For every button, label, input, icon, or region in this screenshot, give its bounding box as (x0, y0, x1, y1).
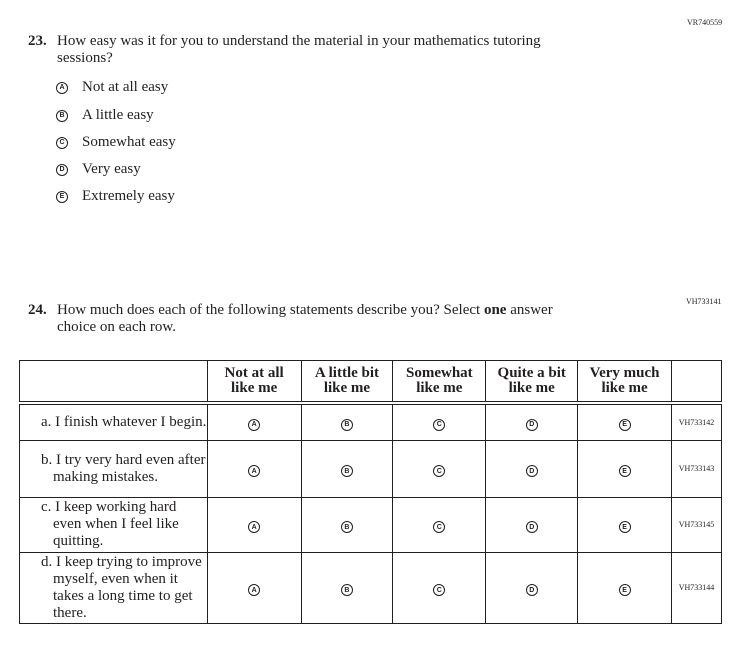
column-header: Somewhat like me (392, 360, 487, 405)
table-row: b. I try very hard even after making mis… (19, 439, 723, 498)
question-text-cont: choice on each row. (57, 319, 176, 335)
bubble-icon[interactable]: B (340, 584, 353, 596)
likert-grid: Not at all like me A little bit like me Some… (19, 360, 723, 624)
item-id: VH733141 (686, 297, 722, 306)
question-text-cont: sessions? (57, 50, 113, 66)
answer-cell[interactable]: C (392, 402, 487, 441)
bubble-icon[interactable]: B (340, 418, 353, 431)
bubble-icon[interactable]: C (433, 418, 446, 431)
answer-cell[interactable]: A (206, 439, 302, 498)
answer-cell[interactable]: A (206, 402, 302, 441)
item-id: VR740559 (687, 18, 723, 27)
table-row: d. I keep trying to improve myself, even… (19, 551, 723, 624)
header-line: Very much (589, 365, 660, 381)
bubble-icon[interactable]: E (618, 584, 631, 596)
statement-label: a. I finish whatever I begin. (19, 402, 208, 441)
bubble-icon[interactable]: E (618, 521, 631, 533)
question-text: How easy was it for you to understand th… (57, 33, 541, 49)
header-line: Quite a bit (497, 365, 566, 381)
answer-cell[interactable]: B (300, 402, 394, 441)
header-line: Not at all (224, 365, 284, 381)
bubble-icon[interactable]: A (248, 521, 261, 533)
answer-option[interactable]: A Not at all easy (56, 79, 168, 96)
answer-option[interactable]: D Very easy (56, 161, 141, 178)
header-line: like me (416, 380, 463, 396)
bubble-icon[interactable]: B (340, 465, 353, 477)
statement-label: d. I keep trying to improve myself, even… (19, 551, 208, 624)
header-line: like me (323, 380, 371, 396)
header-blank (670, 360, 723, 405)
answer-cell[interactable]: B (300, 496, 394, 553)
answer-cell[interactable]: B (300, 551, 394, 624)
header-line: like me (508, 380, 555, 396)
answer-cell[interactable]: E (577, 402, 672, 441)
statement-label: b. I try very hard even after making mis… (19, 439, 208, 498)
answer-cell[interactable]: C (392, 496, 487, 553)
answer-cell[interactable]: E (577, 496, 672, 553)
answer-cell[interactable]: E (577, 439, 672, 498)
column-header: Very much like me (577, 360, 672, 405)
item-id: VH733143 (670, 439, 723, 498)
answer-cell[interactable]: D (485, 439, 579, 498)
bubble-icon[interactable]: B (56, 109, 68, 122)
question-number: 23. (28, 33, 47, 49)
answer-cell[interactable]: C (392, 439, 487, 498)
answer-cell[interactable]: C (392, 551, 487, 624)
bubble-icon[interactable]: A (56, 81, 68, 94)
bubble-icon[interactable]: C (433, 584, 446, 596)
column-header: A little bit like me (300, 360, 394, 405)
bubble-icon[interactable]: D (525, 418, 538, 431)
option-label: Somewhat easy (82, 134, 176, 150)
bubble-icon[interactable]: C (56, 136, 68, 149)
item-id: VH733144 (670, 551, 723, 624)
option-label: A little easy (82, 107, 154, 123)
bubble-icon[interactable]: B (340, 521, 353, 533)
item-id: VH733145 (670, 496, 723, 553)
bubble-icon[interactable]: D (525, 584, 538, 596)
bubble-icon[interactable]: E (56, 190, 68, 203)
table-row: a. I finish whatever I begin. A B C D E VH7331… (19, 402, 723, 441)
answer-cell[interactable]: D (485, 496, 579, 553)
question-text: How much does each of the following stat… (57, 302, 484, 318)
bubble-icon[interactable]: C (433, 521, 446, 533)
question-23: 23. How easy was it for you to understand… (28, 33, 541, 67)
emphasis: one (483, 302, 507, 318)
bubble-icon[interactable]: A (248, 418, 261, 431)
option-label: Very easy (82, 161, 141, 177)
bubble-icon[interactable]: D (525, 521, 538, 533)
statement-label: c. I keep working hard even when I feel … (19, 496, 208, 553)
answer-cell[interactable]: E (577, 551, 672, 624)
bubble-icon[interactable]: D (525, 465, 538, 477)
bubble-icon[interactable]: D (56, 163, 68, 176)
answer-cell[interactable]: D (485, 402, 579, 441)
option-label: Not at all easy (82, 79, 169, 95)
answer-cell[interactable]: D (485, 551, 579, 624)
bubble-icon[interactable]: E (618, 465, 631, 477)
item-id: VH733142 (670, 402, 723, 441)
option-label: Extremely easy (82, 188, 175, 204)
answer-option[interactable]: E Extremely easy (56, 188, 175, 205)
answer-option[interactable]: C Somewhat easy (56, 134, 176, 151)
answer-option[interactable]: B A little easy (56, 107, 154, 124)
header-blank (19, 360, 208, 405)
bubble-icon[interactable]: A (248, 584, 261, 596)
answer-cell[interactable]: A (206, 496, 302, 553)
question-text: answer (506, 302, 553, 318)
header-line: Somewhat (406, 365, 473, 381)
header-line: A little bit (314, 365, 380, 381)
column-header: Quite a bit like me (485, 360, 579, 405)
bubble-icon[interactable]: A (248, 465, 261, 477)
question-number: 24. (28, 302, 47, 318)
column-header: Not at all like me (206, 360, 302, 405)
header-line: like me (601, 380, 648, 396)
bubble-icon[interactable]: E (618, 418, 631, 431)
header-line: like me (231, 380, 278, 396)
question-24: 24. How much does each of the following s… (28, 302, 553, 336)
answer-cell[interactable]: A (206, 551, 302, 624)
table-row: c. I keep working hard even when I feel … (19, 496, 723, 553)
answer-cell[interactable]: B (300, 439, 394, 498)
bubble-icon[interactable]: C (433, 465, 446, 477)
